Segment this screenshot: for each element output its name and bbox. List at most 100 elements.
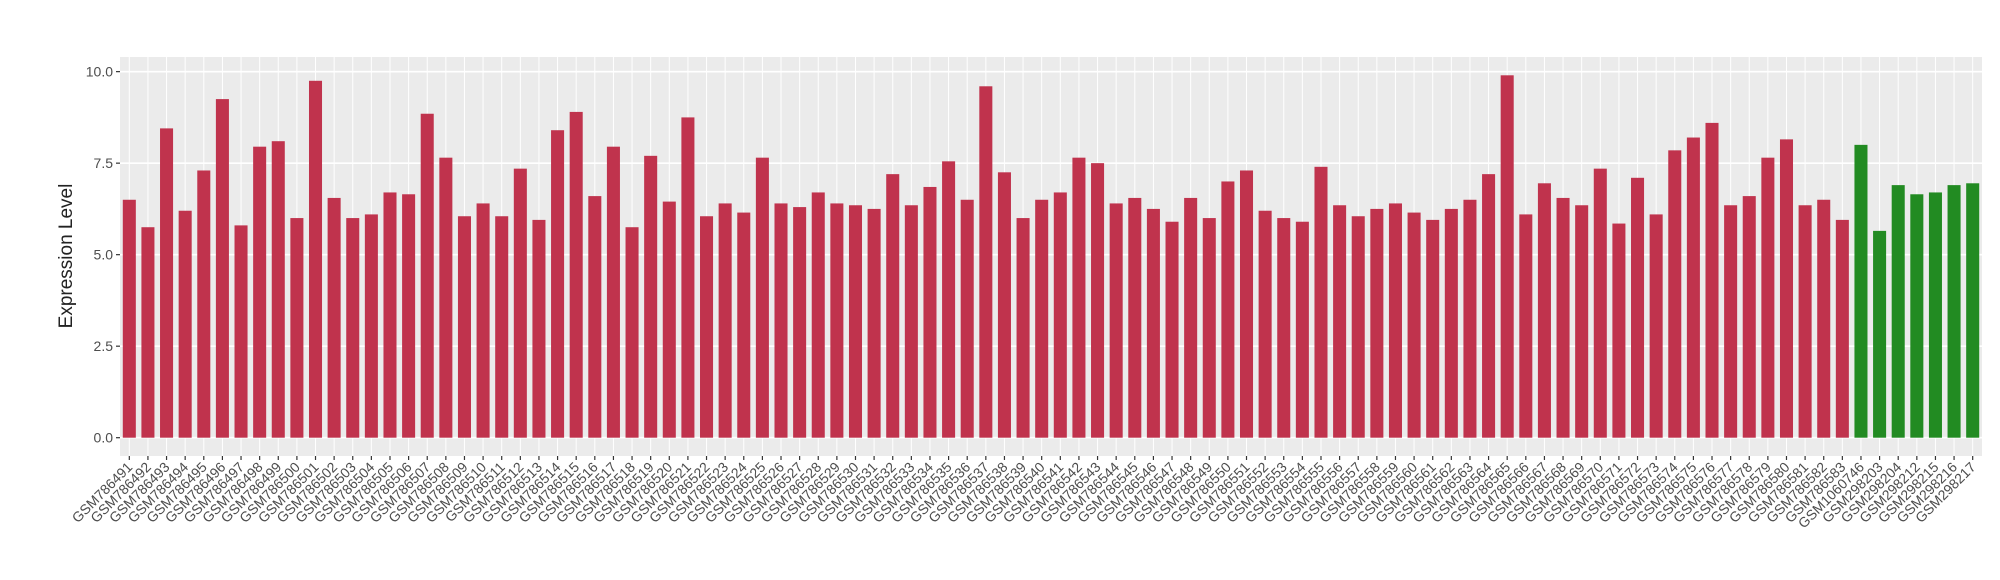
bar (1463, 199, 1477, 438)
bar (1575, 205, 1589, 438)
y-tick-label: 7.5 (94, 155, 114, 171)
bar (1184, 197, 1198, 438)
bar (234, 225, 248, 438)
y-axis-label: Expression Level (56, 184, 77, 329)
bar (495, 216, 509, 438)
bar (1817, 199, 1831, 438)
bar (1612, 223, 1626, 438)
bar (439, 157, 453, 438)
bar (1519, 214, 1533, 438)
bar (606, 146, 620, 438)
bar (1835, 219, 1849, 438)
bar (1966, 183, 1980, 438)
bar (718, 203, 732, 438)
bar (830, 203, 844, 438)
bar (1258, 210, 1272, 438)
bar (1482, 174, 1496, 438)
bar (1277, 218, 1291, 438)
bar (1891, 185, 1905, 438)
y-tick-label: 10.0 (86, 64, 113, 80)
bar (513, 168, 527, 438)
bar (848, 205, 863, 438)
bar (1091, 163, 1105, 438)
bar (1128, 197, 1142, 438)
bar (122, 199, 136, 438)
bar (327, 197, 341, 438)
bar (1295, 221, 1309, 438)
bar (979, 86, 993, 438)
bar (1500, 75, 1514, 438)
bar (346, 218, 360, 438)
bar (923, 186, 937, 438)
bar (588, 196, 602, 438)
bar (1351, 216, 1365, 438)
bar (383, 192, 397, 438)
bar (1333, 205, 1347, 438)
bar (1761, 157, 1775, 438)
bar (1016, 218, 1030, 438)
bar (793, 207, 807, 438)
bar (1705, 122, 1719, 438)
bar (1537, 183, 1551, 438)
bar (662, 201, 676, 438)
bar (532, 219, 546, 438)
bar (1779, 139, 1794, 438)
bar (1444, 208, 1458, 438)
bar (1426, 219, 1440, 438)
bar (1910, 194, 1924, 438)
bar (141, 227, 155, 438)
bar (178, 210, 192, 438)
y-tick-label: 5.0 (94, 247, 114, 263)
bar (1928, 192, 1942, 438)
bar (420, 113, 434, 438)
bar (681, 117, 695, 438)
bar (551, 130, 565, 438)
bar (644, 155, 658, 438)
bar (1556, 197, 1570, 438)
bar (1146, 208, 1160, 438)
y-tick-label: 2.5 (94, 338, 114, 354)
bar (1072, 157, 1086, 438)
bar (1631, 177, 1645, 438)
bar (160, 128, 174, 438)
bar (569, 111, 583, 438)
bar (1239, 170, 1254, 438)
bar (1109, 203, 1123, 438)
bar (402, 194, 416, 438)
bar (197, 170, 211, 438)
bar (1202, 218, 1216, 438)
bar (476, 203, 490, 438)
bar (1370, 208, 1384, 438)
bar (1035, 199, 1049, 438)
bar (271, 141, 285, 438)
bar (774, 203, 788, 438)
bar (886, 174, 900, 438)
bar (1165, 221, 1179, 438)
bar (755, 157, 769, 438)
bar (1947, 185, 1961, 438)
bar (364, 214, 378, 438)
bar (867, 208, 881, 438)
bar (960, 199, 974, 438)
bar (215, 99, 229, 438)
bar (625, 227, 639, 438)
bar (904, 205, 918, 438)
bar (1686, 137, 1700, 438)
bar (811, 192, 825, 438)
bar (1053, 192, 1067, 438)
panel (120, 57, 1982, 456)
bar (1724, 205, 1738, 438)
bar (737, 212, 751, 438)
bar (1593, 168, 1607, 438)
bar (1742, 196, 1756, 438)
bar (1221, 181, 1235, 438)
y-tick-label: 0.0 (94, 430, 114, 446)
bar (1798, 205, 1812, 438)
bar (997, 172, 1011, 438)
bar (1854, 144, 1868, 438)
bar (457, 216, 471, 438)
bar (308, 80, 323, 438)
bar (700, 216, 714, 438)
bar (1407, 212, 1421, 438)
